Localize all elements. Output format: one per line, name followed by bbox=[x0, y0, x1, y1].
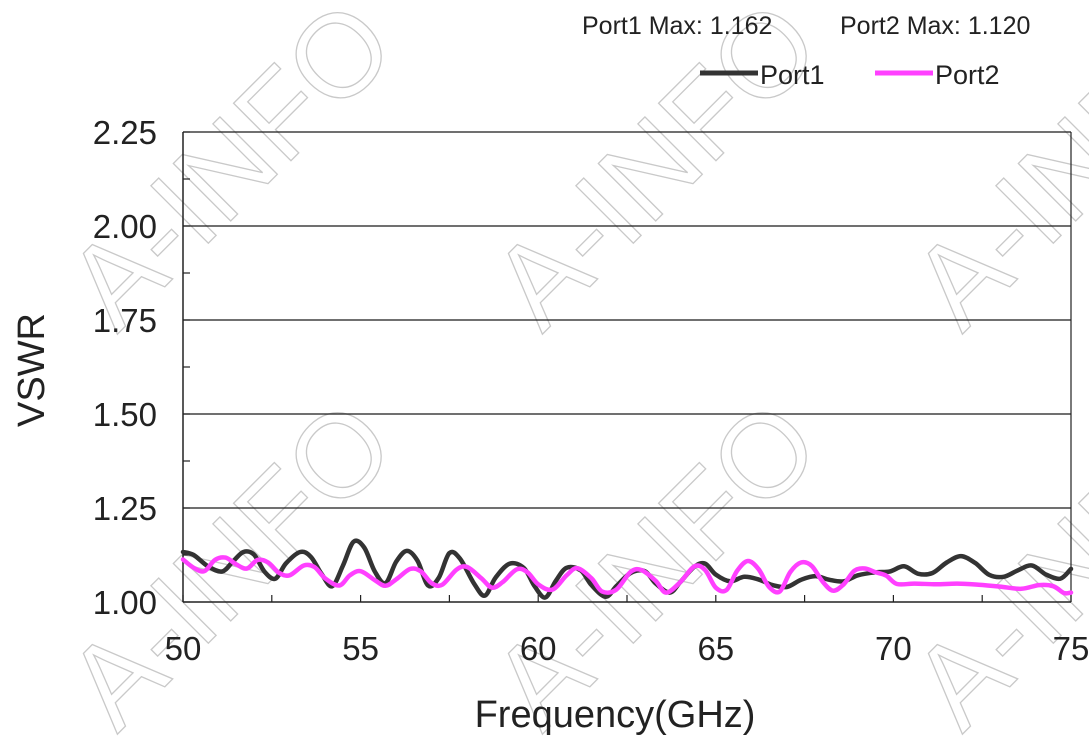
port1-max-label: Port1 Max: 1.162 bbox=[582, 12, 772, 40]
legend: Port1 Port2 bbox=[700, 60, 1000, 90]
legend-port1-label: Port1 bbox=[760, 60, 825, 90]
watermark-text-0: A-INFO bbox=[42, 0, 418, 353]
y-tick-label-2.00: 2.00 bbox=[93, 208, 157, 245]
y-tick-label-1.00: 1.00 bbox=[93, 584, 157, 621]
y-tick-label-1.50: 1.50 bbox=[93, 396, 157, 433]
watermark-text-4: A-INFO bbox=[467, 377, 843, 738]
x-tick-label-70: 70 bbox=[875, 630, 912, 667]
x-axis-title: Frequency(GHz) bbox=[475, 694, 756, 736]
x-tick-label-75: 75 bbox=[1053, 630, 1089, 667]
watermark-text-1: A-INFO bbox=[467, 0, 843, 353]
x-tick-label-65: 65 bbox=[697, 630, 734, 667]
series-lines bbox=[180, 538, 1074, 600]
grid-lines bbox=[183, 131, 1071, 509]
watermark-text-2: A-INFO bbox=[887, 0, 1089, 353]
axes: 1.00 1.25 1.50 1.75 2.00 2.25 50 55 60 65 70 75 bbox=[93, 114, 1089, 667]
legend-port2-label: Port2 bbox=[935, 60, 1000, 90]
x-tick-label-55: 55 bbox=[342, 630, 379, 667]
y-tick-label-1.75: 1.75 bbox=[93, 302, 157, 339]
series-line-port2 bbox=[180, 555, 1074, 596]
x-tick-label-60: 60 bbox=[520, 630, 557, 667]
y-axis-title: VSWR bbox=[11, 313, 53, 427]
x-tick-label-50: 50 bbox=[165, 630, 202, 667]
port2-max-label: Port2 Max: 1.120 bbox=[840, 12, 1030, 40]
y-tick-label-1.25: 1.25 bbox=[93, 490, 157, 527]
watermark-text-5: A-INFO bbox=[887, 377, 1089, 738]
y-tick-label-2.25: 2.25 bbox=[93, 114, 157, 151]
